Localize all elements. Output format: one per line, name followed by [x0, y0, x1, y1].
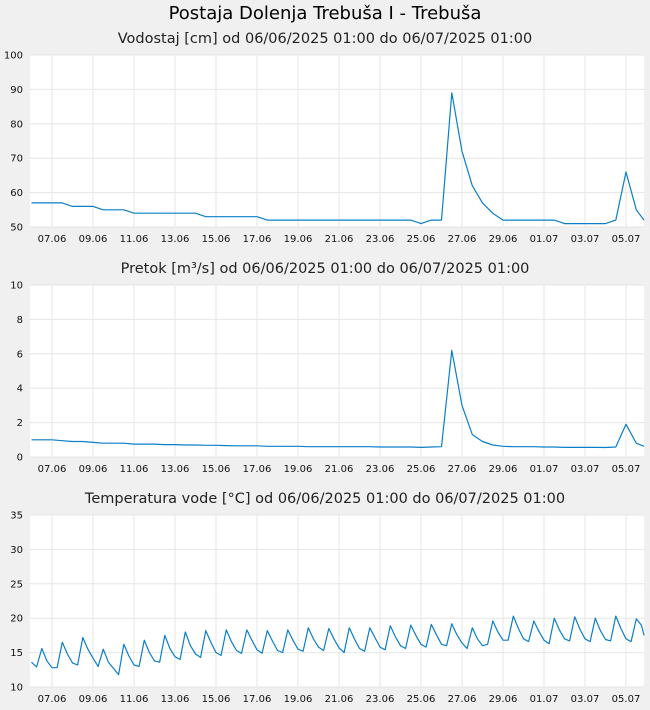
x-tick-label: 29.06 — [489, 464, 518, 475]
y-tick-label: 35 — [10, 511, 23, 522]
x-tick-label: 05.07 — [612, 234, 641, 245]
page-title: Postaja Dolenja Trebuša I - Trebuša — [168, 3, 482, 24]
plot-area — [30, 55, 644, 227]
x-tick-label: 27.06 — [448, 694, 477, 705]
y-tick-label: 30 — [10, 545, 23, 556]
chart-title-water-temperature: Temperatura vode [°C] od 06/06/2025 01:0… — [84, 491, 566, 507]
series-line — [31, 349, 645, 449]
x-tick-label: 13.06 — [161, 464, 190, 475]
x-tick-label: 07.06 — [38, 464, 67, 475]
x-tick-label: 25.06 — [407, 694, 436, 705]
plot-area — [30, 515, 644, 687]
x-tick-label: 03.07 — [571, 694, 600, 705]
x-tick-label: 05.07 — [612, 464, 641, 475]
chart-water-temperature: 10 15 20 25 30 35 07.06 09.06 11.06 13.06 15.06 17.… — [10, 511, 645, 705]
x-tick-label: 19.06 — [284, 694, 313, 705]
x-tick-label: 01.07 — [530, 464, 559, 475]
y-tick-label: 4 — [17, 384, 23, 395]
x-tick-label: 25.06 — [407, 464, 436, 475]
x-tick-label: 15.06 — [202, 234, 231, 245]
x-tick-label: 01.07 — [530, 234, 559, 245]
y-tick-label: 8 — [17, 315, 23, 326]
x-tick-label: 07.06 — [38, 234, 67, 245]
chart-water-level: 50 60 70 80 90 100 07.06 09.06 11.06 13.06 15.06 17… — [4, 51, 645, 245]
x-tick-label: 23.06 — [366, 694, 395, 705]
x-tick-label: 07.06 — [38, 694, 67, 705]
y-tick-label: 100 — [4, 51, 23, 62]
y-tick-label: 20 — [10, 614, 23, 625]
chart-flow: 0 2 4 6 8 10 07.06 09.06 11.06 13.06 15.06 17.06 19.… — [10, 281, 645, 475]
y-tick-label: 10 — [10, 281, 23, 292]
x-tick-label: 01.07 — [530, 694, 559, 705]
x-tick-label: 05.07 — [612, 694, 641, 705]
series-line — [31, 92, 645, 225]
x-tick-label: 03.07 — [571, 234, 600, 245]
x-tick-label: 03.07 — [571, 464, 600, 475]
x-tick-label: 29.06 — [489, 234, 518, 245]
y-tick-label: 0 — [17, 453, 23, 464]
chart-title-water-level: Vodostaj [cm] od 06/06/2025 01:00 do 06/… — [117, 31, 533, 47]
x-tick-label: 09.06 — [79, 464, 108, 475]
x-tick-label: 21.06 — [325, 694, 354, 705]
y-tick-label: 70 — [10, 154, 23, 165]
y-tick-label: 15 — [10, 648, 23, 659]
x-tick-label: 27.06 — [448, 234, 477, 245]
x-tick-label: 17.06 — [243, 694, 272, 705]
x-tick-label: 15.06 — [202, 464, 231, 475]
x-tick-label: 13.06 — [161, 694, 190, 705]
y-tick-label: 6 — [17, 349, 23, 360]
x-tick-label: 21.06 — [325, 234, 354, 245]
x-tick-label: 13.06 — [161, 234, 190, 245]
x-tick-label: 11.06 — [120, 464, 149, 475]
x-tick-label: 19.06 — [284, 234, 313, 245]
x-tick-label: 11.06 — [120, 234, 149, 245]
x-tick-label: 17.06 — [243, 464, 272, 475]
x-tick-label: 17.06 — [243, 234, 272, 245]
x-tick-label: 29.06 — [489, 694, 518, 705]
x-tick-label: 23.06 — [366, 234, 395, 245]
y-tick-label: 2 — [17, 418, 23, 429]
plot-area — [30, 285, 644, 457]
x-tick-label: 11.06 — [120, 694, 149, 705]
chart-title-flow: Pretok [m³/s] od 06/06/2025 01:00 do 06/… — [120, 261, 530, 277]
x-tick-label: 09.06 — [79, 234, 108, 245]
x-tick-label: 25.06 — [407, 234, 436, 245]
x-tick-label: 19.06 — [284, 464, 313, 475]
y-tick-label: 60 — [10, 188, 23, 199]
y-tick-label: 90 — [10, 85, 23, 96]
x-tick-label: 21.06 — [325, 464, 354, 475]
x-tick-label: 23.06 — [366, 464, 395, 475]
y-tick-label: 50 — [10, 223, 23, 234]
y-tick-label: 10 — [10, 683, 23, 694]
y-tick-label: 25 — [10, 579, 23, 590]
x-tick-label: 09.06 — [79, 694, 108, 705]
x-tick-label: 27.06 — [448, 464, 477, 475]
series-line — [31, 615, 645, 676]
x-tick-label: 15.06 — [202, 694, 231, 705]
y-tick-label: 80 — [10, 119, 23, 130]
